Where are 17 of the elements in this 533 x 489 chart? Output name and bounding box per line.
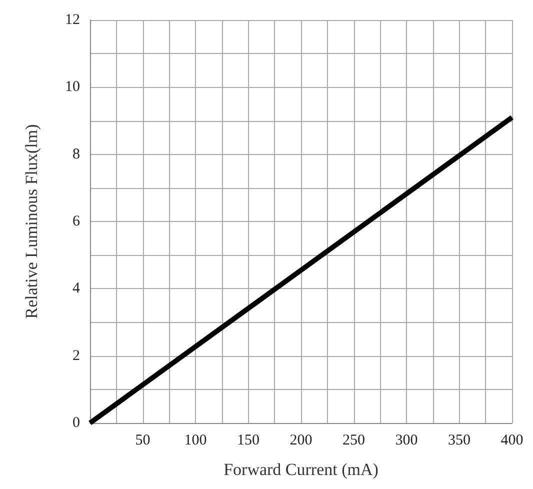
- y-tick-label: 10: [65, 79, 80, 96]
- y-tick-label: 8: [72, 146, 80, 162]
- y-axis-title: Relative Luminous Flux(lm): [22, 124, 41, 319]
- y-tick-label: 0: [72, 415, 80, 431]
- x-tick-label: 150: [237, 432, 260, 448]
- y-tick-label: 12: [65, 12, 80, 28]
- y-tick-label: 4: [72, 280, 80, 297]
- x-tick-label: 50: [135, 432, 150, 448]
- x-axis-title: Forward Current (mA): [224, 460, 378, 479]
- y-tick-label: 2: [72, 348, 80, 364]
- x-tick-label: 100: [184, 432, 207, 448]
- x-tick-label: 250: [342, 432, 365, 448]
- x-tick-label: 350: [448, 432, 470, 448]
- y-tick-label: 6: [72, 214, 80, 230]
- x-tick-label: 200: [290, 432, 312, 448]
- x-tick-label: 300: [395, 432, 418, 448]
- x-tick-label: 400: [500, 432, 524, 448]
